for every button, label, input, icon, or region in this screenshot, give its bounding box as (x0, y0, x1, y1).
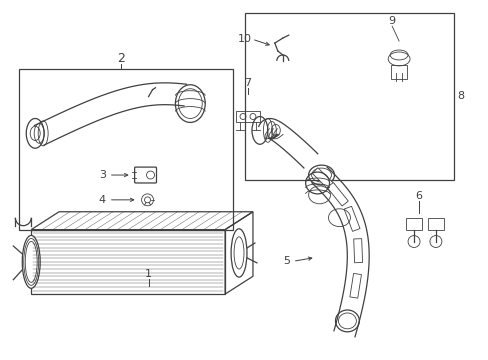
Ellipse shape (22, 235, 40, 288)
Bar (19, 69, 233, 230)
Bar (312, 168, 334, 190)
Bar (326, 183, 347, 206)
Text: 6: 6 (415, 191, 422, 201)
Bar (405, 218, 421, 230)
Text: 1: 1 (145, 269, 152, 279)
Text: 2: 2 (117, 53, 124, 66)
Text: 9: 9 (388, 16, 395, 26)
Text: 5: 5 (282, 256, 289, 266)
Bar (244, 13, 453, 180)
Text: 10: 10 (238, 34, 251, 44)
Bar (236, 111, 260, 122)
Bar (344, 206, 359, 231)
Text: 4: 4 (99, 195, 105, 205)
Bar (353, 239, 362, 263)
Bar (427, 218, 443, 230)
Text: 7: 7 (244, 78, 251, 88)
Text: 8: 8 (456, 91, 464, 101)
Ellipse shape (231, 229, 246, 277)
Bar (349, 273, 361, 298)
Text: 3: 3 (99, 170, 105, 180)
Bar (390, 65, 406, 79)
